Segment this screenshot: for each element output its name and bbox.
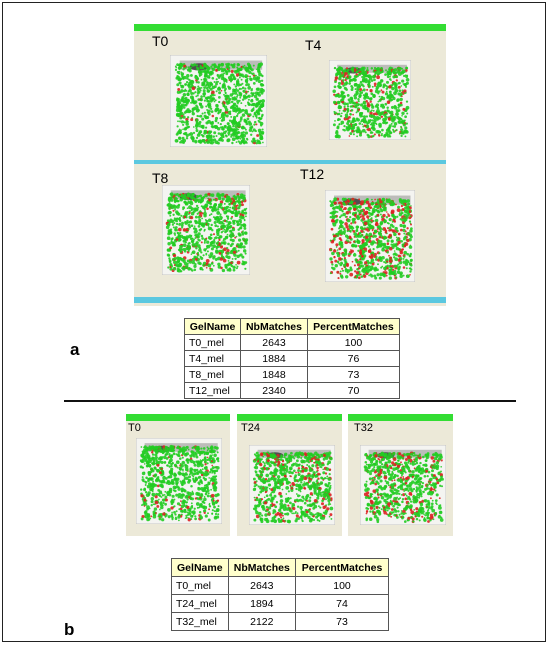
percent-matches-cell: 70 [306, 382, 401, 399]
column-header: PercentMatches [295, 558, 389, 577]
figure-frame [2, 2, 546, 642]
gel-name-cell: T24_mel [171, 594, 229, 613]
table-header-row: GelName NbMatches PercentMatches [183, 318, 401, 335]
gel-image [162, 185, 250, 275]
gel-name-cell: T12_mel [183, 382, 242, 399]
table-row: T0_mel 2643 100 [183, 334, 401, 351]
table-row: T0_mel 2643 100 [171, 576, 389, 595]
panel-letter-b: b [64, 620, 75, 639]
gel-name-cell: T32_mel [171, 612, 229, 631]
panel-a-bottom-bar [134, 297, 446, 303]
percent-matches-cell: 74 [295, 594, 389, 613]
nb-matches-cell: 2122 [227, 612, 297, 631]
percent-matches-cell: 73 [306, 366, 401, 383]
percent-matches-cell: 100 [306, 334, 401, 351]
gel-image [249, 445, 335, 525]
column-header: NbMatches [227, 558, 297, 577]
panel-b-top-bar-2 [237, 414, 342, 421]
gel-label-a-2: T4 [305, 37, 322, 53]
panel-a-middle-bar [134, 160, 446, 164]
nb-matches-cell: 1894 [227, 594, 297, 613]
gel-name-cell: T0_mel [183, 334, 242, 351]
panel-b-top-bar-3 [348, 414, 453, 421]
panel-a-top-bar [134, 24, 446, 31]
column-header: GelName [183, 318, 242, 335]
gel-name-cell: T4_mel [183, 350, 242, 367]
gel-label-a-3: T8 [152, 170, 169, 186]
gel-label-a-4: T12 [300, 166, 325, 182]
percent-matches-cell: 100 [295, 576, 389, 595]
gel-image [136, 438, 222, 524]
table-row: T32_mel 2122 73 [171, 612, 389, 631]
gel-label-b-2: T24 [241, 422, 260, 434]
matches-table-b: GelName NbMatches PercentMatches T0_mel … [171, 558, 389, 631]
percent-matches-cell: 76 [306, 350, 401, 367]
gel-name-cell: T0_mel [171, 576, 229, 595]
gel-name-cell: T8_mel [183, 366, 242, 383]
table-row: T4_mel 1884 76 [183, 350, 401, 367]
panel-divider [64, 400, 516, 402]
gel-label-b-3: T32 [354, 422, 373, 434]
nb-matches-cell: 2643 [227, 576, 297, 595]
table-header-row: GelName NbMatches PercentMatches [171, 558, 389, 577]
panel-b-top-bar-1 [126, 414, 230, 421]
nb-matches-cell: 1848 [240, 366, 308, 383]
gel-label-b-1: T0 [128, 422, 141, 434]
nb-matches-cell: 1884 [240, 350, 308, 367]
gel-image [325, 190, 415, 282]
table-row: T8_mel 1848 73 [183, 366, 401, 383]
column-header: PercentMatches [306, 318, 401, 335]
column-header: GelName [171, 558, 229, 577]
nb-matches-cell: 2340 [240, 382, 308, 399]
gel-label-a-1: T0 [152, 33, 169, 49]
percent-matches-cell: 73 [295, 612, 389, 631]
gel-image [329, 60, 411, 140]
gel-image [360, 445, 446, 525]
panel-letter-a: a [70, 340, 80, 359]
gel-image [170, 55, 267, 147]
table-row: T12_mel 2340 70 [183, 382, 401, 399]
nb-matches-cell: 2643 [240, 334, 308, 351]
matches-table-a: GelName NbMatches PercentMatches T0_mel … [183, 318, 401, 399]
table-row: T24_mel 1894 74 [171, 594, 389, 613]
column-header: NbMatches [240, 318, 308, 335]
